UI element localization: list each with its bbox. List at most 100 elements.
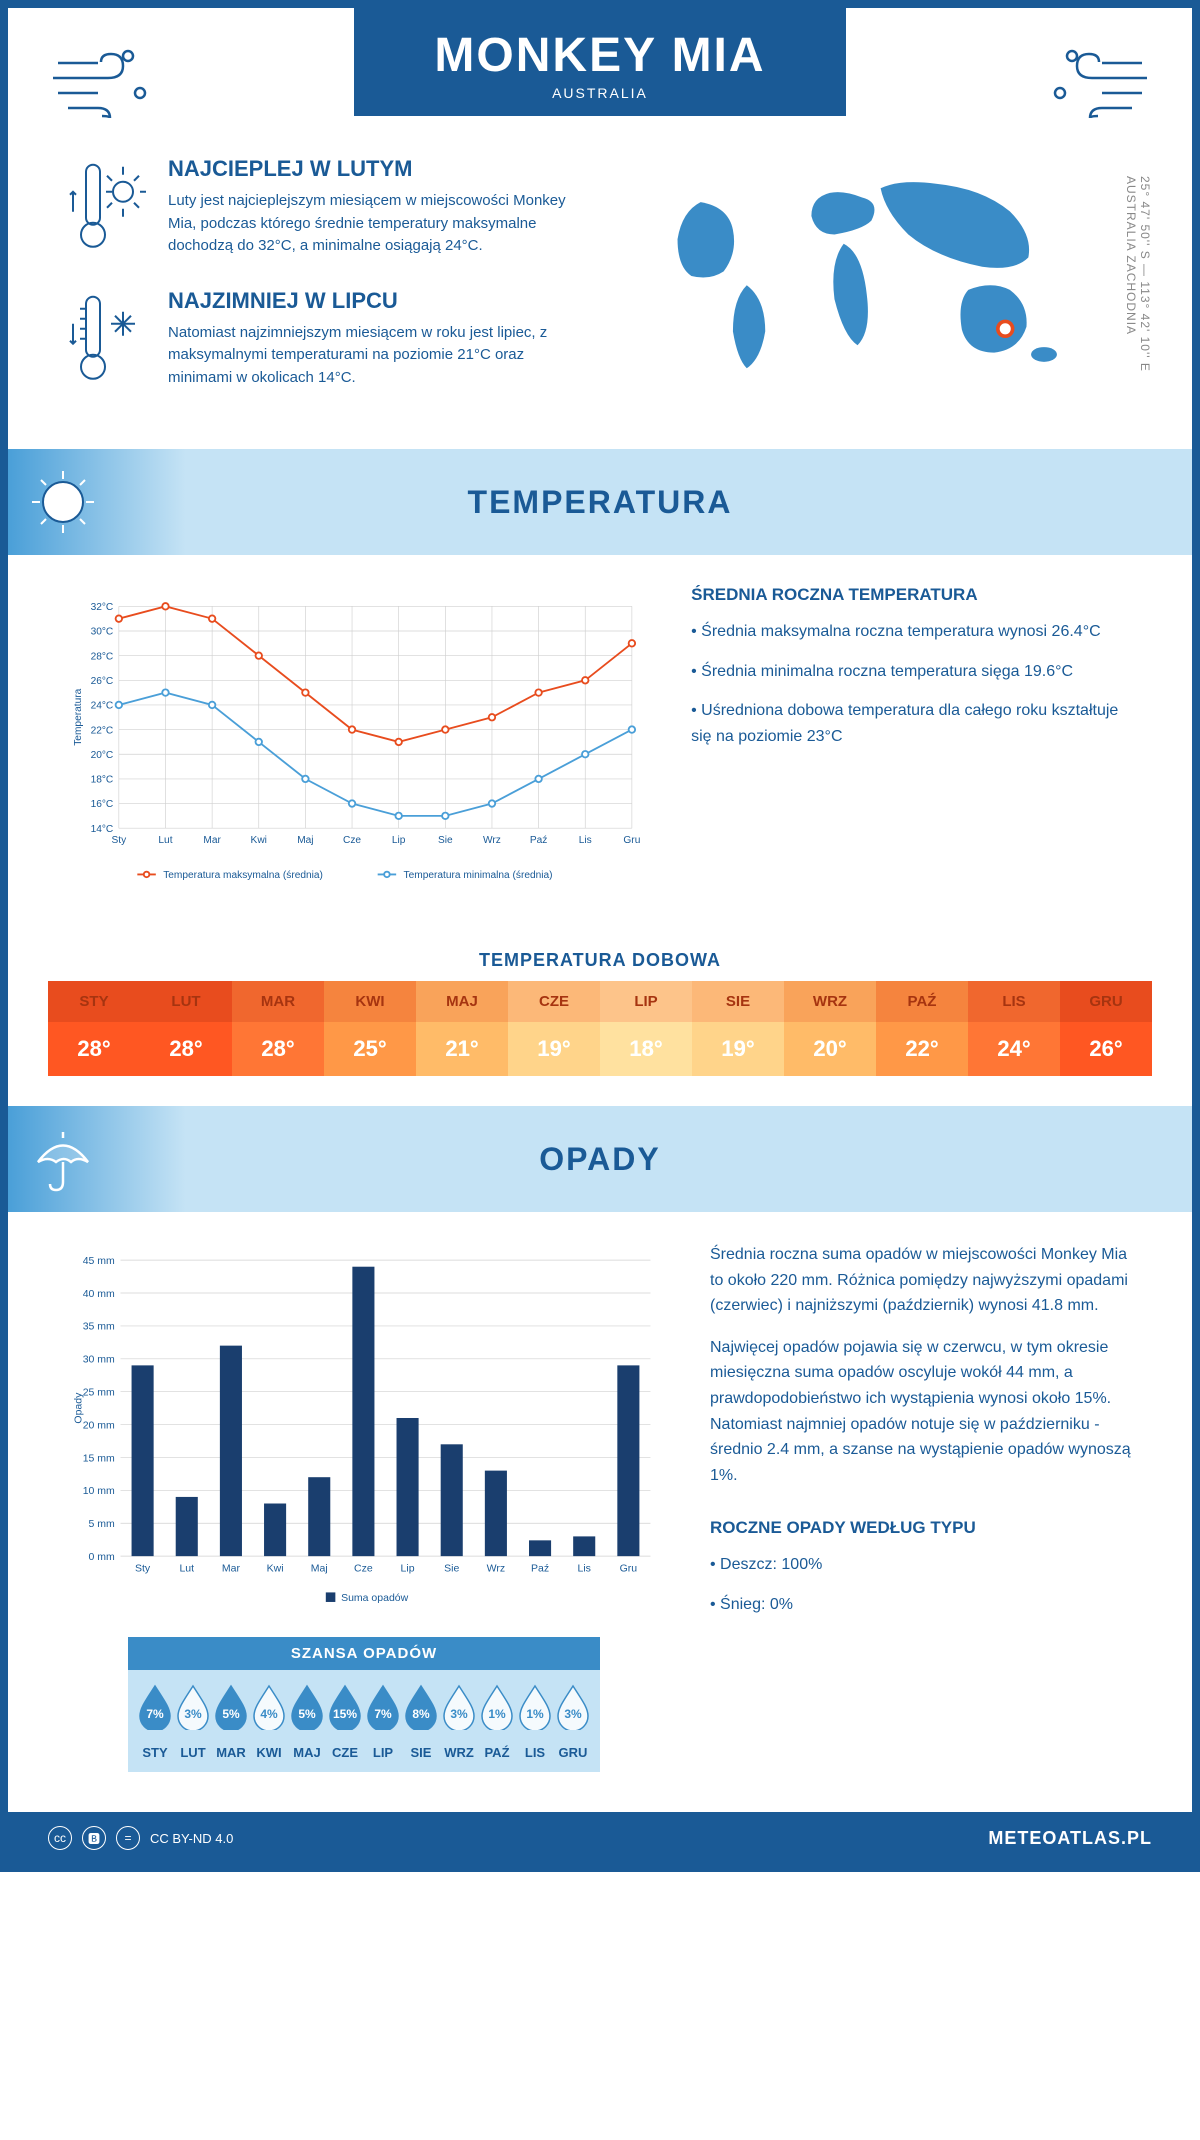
svg-text:Suma opadów: Suma opadów	[341, 1592, 409, 1604]
precip-paragraph: Średnia roczna suma opadów w miejscowośc…	[710, 1242, 1132, 1319]
section-header-precipitation: OPADY	[8, 1106, 1192, 1212]
svg-text:Lis: Lis	[577, 1562, 590, 1574]
svg-text:4%: 4%	[260, 1707, 278, 1721]
by-icon: 🅱	[82, 1826, 106, 1850]
daily-temp-table: STY28°LUT28°MAR28°KWI25°MAJ21°CZE19°LIP1…	[48, 981, 1152, 1076]
coordinates: 25° 47' 50'' S — 113° 42' 10'' EAUSTRALI…	[1124, 176, 1152, 372]
svg-text:Sty: Sty	[111, 835, 127, 846]
svg-text:Temperatura: Temperatura	[73, 688, 84, 745]
fact-cold-title: NAJZIMNIEJ W LIPCU	[168, 288, 580, 314]
svg-text:22°C: 22°C	[91, 725, 114, 736]
page: MONKEY MIA AUSTRALIA	[0, 0, 1200, 1872]
svg-text:8%: 8%	[412, 1707, 430, 1721]
footer: cc 🅱 = CC BY-ND 4.0 METEOATLAS.PL	[8, 1812, 1192, 1864]
svg-text:24°C: 24°C	[91, 701, 114, 712]
title-banner: MONKEY MIA AUSTRALIA	[354, 8, 845, 116]
daily-cell: WRZ20°	[784, 981, 876, 1076]
svg-text:5 mm: 5 mm	[89, 1518, 116, 1530]
svg-text:30 mm: 30 mm	[83, 1354, 115, 1366]
svg-text:15%: 15%	[333, 1707, 357, 1721]
svg-text:Lut: Lut	[158, 835, 172, 846]
svg-text:0 mm: 0 mm	[89, 1551, 116, 1563]
daily-cell: PAŹ22°	[876, 981, 968, 1076]
daily-cell: LIP18°	[600, 981, 692, 1076]
wind-icon	[48, 38, 168, 118]
daily-cell: LIS24°	[968, 981, 1060, 1076]
site-name: METEOATLAS.PL	[988, 1828, 1152, 1849]
intro-section: NAJCIEPLEJ W LUTYM Luty jest najcieplejs…	[8, 126, 1192, 439]
svg-text:Sie: Sie	[444, 1562, 459, 1574]
svg-text:3%: 3%	[450, 1707, 468, 1721]
precipitation-bar-chart: 0 mm5 mm10 mm15 mm20 mm25 mm30 mm35 mm40…	[68, 1242, 660, 1622]
daily-cell: LUT28°	[140, 981, 232, 1076]
temperature-line-chart: 14°C16°C18°C20°C22°C24°C26°C28°C30°C32°C…	[68, 585, 641, 905]
temperature-content: 14°C16°C18°C20°C22°C24°C26°C28°C30°C32°C…	[8, 565, 1192, 930]
svg-text:Maj: Maj	[311, 1562, 328, 1574]
svg-text:Cze: Cze	[354, 1562, 373, 1574]
svg-text:Sie: Sie	[438, 835, 453, 846]
rain-drop-cell: 7%LIP	[364, 1682, 402, 1760]
rain-drop-cell: 3%WRZ	[440, 1682, 478, 1760]
nd-icon: =	[116, 1826, 140, 1850]
fact-cold-body: Natomiast najzimniejszym miesiącem w rok…	[168, 322, 580, 390]
svg-text:20 mm: 20 mm	[83, 1419, 115, 1431]
svg-text:1%: 1%	[488, 1707, 506, 1721]
svg-text:18°C: 18°C	[91, 775, 114, 786]
rain-drop-cell: 1%LIS	[516, 1682, 554, 1760]
svg-text:Mar: Mar	[203, 835, 221, 846]
rain-drop-cell: 1%PAŹ	[478, 1682, 516, 1760]
svg-text:Sty: Sty	[135, 1562, 151, 1574]
page-subtitle: AUSTRALIA	[434, 85, 765, 101]
rain-chance-block: SZANSA OPADÓW 7%STY3%LUT5%MAR4%KWI5%MAJ1…	[128, 1637, 600, 1772]
svg-text:14°C: 14°C	[91, 824, 114, 835]
svg-text:28°C: 28°C	[91, 651, 114, 662]
wind-icon	[1032, 38, 1152, 118]
svg-text:3%: 3%	[564, 1707, 582, 1721]
rain-drop-cell: 8%SIE	[402, 1682, 440, 1760]
svg-text:1%: 1%	[526, 1707, 544, 1721]
rain-drop-cell: 5%MAR	[212, 1682, 250, 1760]
thermometer-hot-icon	[68, 156, 148, 258]
temp-text-heading: ŚREDNIA ROCZNA TEMPERATURA	[691, 585, 1132, 605]
svg-text:25 mm: 25 mm	[83, 1387, 115, 1399]
svg-text:32°C: 32°C	[91, 602, 114, 613]
precipitation-content: 0 mm5 mm10 mm15 mm20 mm25 mm30 mm35 mm40…	[8, 1222, 1192, 1812]
daily-cell: SIE19°	[692, 981, 784, 1076]
thermometer-cold-icon	[68, 288, 148, 390]
fact-hot-title: NAJCIEPLEJ W LUTYM	[168, 156, 580, 182]
daily-cell: STY28°	[48, 981, 140, 1076]
svg-text:Lis: Lis	[579, 835, 592, 846]
svg-text:10 mm: 10 mm	[83, 1485, 115, 1497]
svg-text:Maj: Maj	[297, 835, 313, 846]
precip-bullet: • Deszcz: 100%	[710, 1552, 1132, 1578]
svg-text:Wrz: Wrz	[487, 1562, 505, 1574]
svg-text:Gru: Gru	[623, 835, 640, 846]
svg-text:Lip: Lip	[392, 835, 406, 846]
svg-text:Wrz: Wrz	[483, 835, 501, 846]
section-title: OPADY	[128, 1141, 1072, 1178]
svg-text:45 mm: 45 mm	[83, 1255, 115, 1267]
rain-drop-cell: 3%LUT	[174, 1682, 212, 1760]
section-title: TEMPERATURA	[128, 484, 1072, 521]
daily-cell: MAR28°	[232, 981, 324, 1076]
section-header-temperature: TEMPERATURA	[8, 449, 1192, 555]
page-title: MONKEY MIA	[434, 28, 765, 83]
rain-drop-cell: 4%KWI	[250, 1682, 288, 1760]
umbrella-icon	[28, 1124, 98, 1194]
svg-text:15 mm: 15 mm	[83, 1452, 115, 1464]
svg-text:Cze: Cze	[343, 835, 361, 846]
fact-hot-body: Luty jest najcieplejszym miesiącem w mie…	[168, 190, 580, 258]
fact-hot: NAJCIEPLEJ W LUTYM Luty jest najcieplejs…	[68, 156, 580, 258]
svg-text:30°C: 30°C	[91, 627, 114, 638]
precip-bullet: • Śnieg: 0%	[710, 1592, 1132, 1618]
svg-text:Gru: Gru	[620, 1562, 638, 1574]
world-map	[620, 156, 1132, 396]
svg-text:Lut: Lut	[179, 1562, 194, 1574]
svg-text:5%: 5%	[298, 1707, 316, 1721]
precip-paragraph: Najwięcej opadów pojawia się w czerwcu, …	[710, 1335, 1132, 1489]
svg-text:7%: 7%	[146, 1707, 164, 1721]
svg-text:5%: 5%	[222, 1707, 240, 1721]
sun-icon	[28, 467, 98, 537]
svg-text:26°C: 26°C	[91, 676, 114, 687]
svg-text:Temperatura maksymalna (średni: Temperatura maksymalna (średnia)	[163, 870, 323, 881]
